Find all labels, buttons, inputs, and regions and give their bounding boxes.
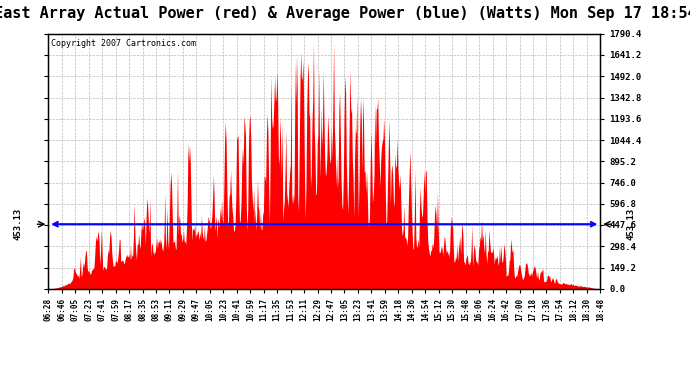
Text: Copyright 2007 Cartronics.com: Copyright 2007 Cartronics.com: [51, 39, 196, 48]
Text: East Array Actual Power (red) & Average Power (blue) (Watts) Mon Sep 17 18:54: East Array Actual Power (red) & Average …: [0, 6, 690, 21]
Text: 453.13: 453.13: [626, 208, 635, 240]
Text: 453.13: 453.13: [13, 208, 23, 240]
